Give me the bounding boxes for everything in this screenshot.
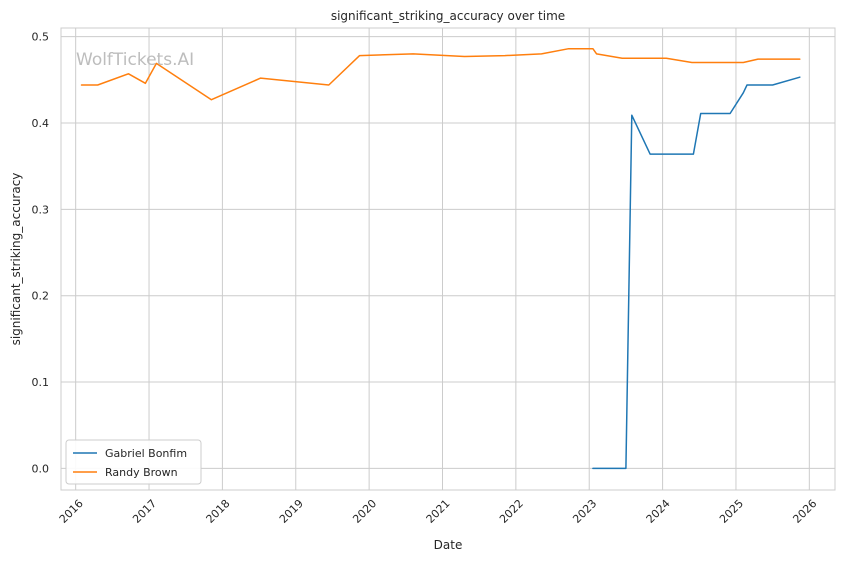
legend-label-gabriel-bonfim: Gabriel Bonfim (105, 447, 187, 460)
watermark: WolfTickets.AI (76, 50, 194, 70)
y-axis-label: significant_striking_accuracy (9, 173, 23, 346)
plot-frame (60, 27, 836, 491)
y-axis-ticks: 0.0 0.1 0.2 0.3 0.4 0.5 (32, 31, 50, 476)
legend-label-randy-brown: Randy Brown (105, 466, 178, 479)
legend: Gabriel Bonfim Randy Brown (65, 439, 202, 485)
plot-area: 2016 2017 2018 2019 2020 2021 2022 2023 2024 2025… (32, 27, 836, 526)
y-tick-label: 0.4 (32, 117, 50, 130)
series-line-randy-brown (80, 47, 801, 101)
y-tick-label: 0.5 (32, 31, 50, 44)
y-tick-label: 0.2 (32, 290, 50, 303)
series-lines (80, 47, 801, 470)
y-tick-label: 0.0 (32, 462, 50, 475)
grid (61, 28, 835, 490)
series-line-gabriel-bonfim (592, 76, 801, 470)
y-tick-label: 0.1 (32, 376, 50, 389)
x-axis-label: Date (434, 538, 463, 552)
chart-title: significant_striking_accuracy over time (331, 9, 565, 23)
y-tick-label: 0.3 (32, 203, 50, 216)
legend-box (65, 439, 202, 485)
